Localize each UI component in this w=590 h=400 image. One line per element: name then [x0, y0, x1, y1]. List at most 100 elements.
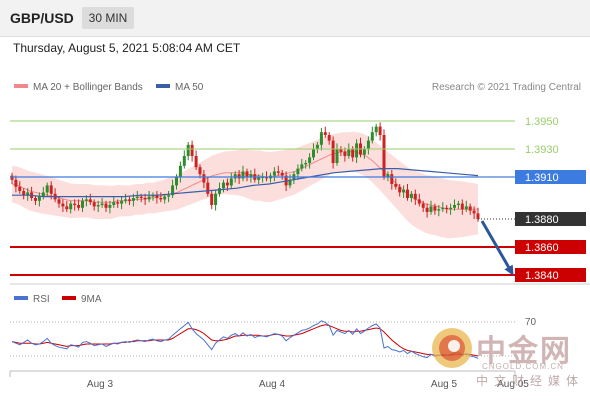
candle-body: [406, 189, 409, 198]
candle: [425, 203, 429, 218]
legend-label-ma20: MA 20 + Bollinger Bands: [33, 82, 143, 93]
candle-body: [476, 213, 480, 219]
candle-body: [167, 195, 171, 197]
candle: [276, 165, 280, 176]
candle: [347, 143, 351, 159]
candle-body: [151, 195, 155, 197]
candle-body: [453, 205, 456, 208]
candle: [315, 142, 319, 154]
candle-body: [327, 135, 331, 141]
candle: [124, 193, 128, 204]
candle: [460, 199, 464, 215]
candle: [394, 178, 398, 190]
candle: [421, 200, 425, 212]
candle: [370, 126, 374, 144]
candle: [437, 205, 441, 217]
candle: [445, 205, 449, 214]
candle-body: [222, 182, 225, 189]
candle-body: [362, 149, 366, 155]
candle: [433, 203, 437, 215]
candle-body: [120, 200, 124, 204]
candle-body: [464, 206, 468, 210]
candle-body: [178, 165, 182, 177]
legend-swatch-ma50: [156, 84, 170, 88]
candle: [453, 199, 456, 211]
bollinger-band-fill: [12, 131, 478, 239]
candle-body: [296, 168, 300, 175]
candle-body: [112, 202, 116, 205]
candle-body: [433, 206, 437, 211]
main-chart: MA 20 + Bollinger Bands MA 50 Research ©…: [10, 82, 590, 285]
candle-body: [41, 192, 45, 197]
candle-body: [175, 177, 178, 186]
level-box-1.3910: [515, 170, 586, 184]
candle-body: [370, 132, 374, 141]
watermark: 中金网 CNGOLD.COM.CN 中文财经媒体: [430, 322, 590, 392]
symbol-label: GBP/USD: [10, 10, 74, 26]
candle-body: [14, 179, 18, 187]
candle-body: [315, 144, 319, 149]
legend-label-9ma: 9MA: [81, 294, 102, 305]
candle-body: [456, 203, 460, 205]
candle-body: [147, 196, 151, 200]
ma50-line: [12, 168, 479, 198]
candle: [147, 191, 151, 203]
timestamp: Thursday, August 5, 2021 5:08:04 AM CET: [13, 41, 241, 55]
rsi-panel: RSI 9MA 70: [10, 294, 537, 359]
candle-body: [460, 203, 464, 210]
candle: [323, 126, 327, 138]
candle-body: [413, 193, 417, 200]
candle-body: [108, 205, 112, 208]
candle: [14, 175, 18, 193]
x-tick-aug05: Aug 05: [497, 379, 529, 390]
candle-body: [206, 182, 210, 194]
candle-body: [343, 151, 347, 156]
candle-body: [335, 149, 339, 163]
candle-body: [331, 140, 335, 163]
candle: [280, 170, 284, 180]
candle: [362, 146, 366, 159]
candle: [449, 203, 453, 215]
candle-body: [445, 207, 449, 210]
candle-body: [182, 156, 186, 166]
candle: [116, 199, 120, 208]
candle-body: [378, 126, 382, 135]
candle-body: [81, 200, 84, 208]
candle-body: [382, 135, 386, 177]
candle: [304, 160, 308, 169]
candle: [229, 172, 233, 189]
rsi-lines: [11, 320, 479, 359]
candle: [206, 177, 210, 197]
candle: [210, 191, 214, 210]
candle: [112, 196, 116, 208]
candle: [456, 200, 460, 210]
candle-body: [135, 196, 139, 198]
candle-body: [92, 202, 96, 207]
legend-label-ma50: MA 50: [175, 82, 204, 93]
candle: [382, 129, 386, 180]
candle-body: [45, 185, 49, 193]
candle-body: [402, 189, 406, 193]
candle-body: [37, 196, 41, 201]
candle-body: [155, 195, 159, 198]
candle: [257, 174, 261, 184]
candle-body: [194, 156, 198, 168]
candle-body: [394, 184, 398, 187]
candle-body: [124, 199, 128, 201]
timeframe-button[interactable]: 30 MIN: [82, 7, 134, 29]
candle: [69, 200, 73, 214]
main-legend: MA 20 + Bollinger Bands MA 50 Research ©…: [14, 82, 581, 93]
watermark-title: 中金网: [476, 334, 572, 369]
header-bar: GBP/USD 30 MIN: [0, 0, 590, 37]
candle-body: [190, 144, 194, 156]
candle-body: [171, 185, 175, 196]
candle: [96, 200, 100, 212]
candle: [355, 139, 359, 163]
candle-body: [229, 178, 233, 186]
candle-body: [366, 140, 370, 149]
candle-body: [449, 207, 453, 210]
candle: [57, 196, 61, 208]
candle: [100, 198, 104, 208]
candle: [92, 199, 96, 211]
